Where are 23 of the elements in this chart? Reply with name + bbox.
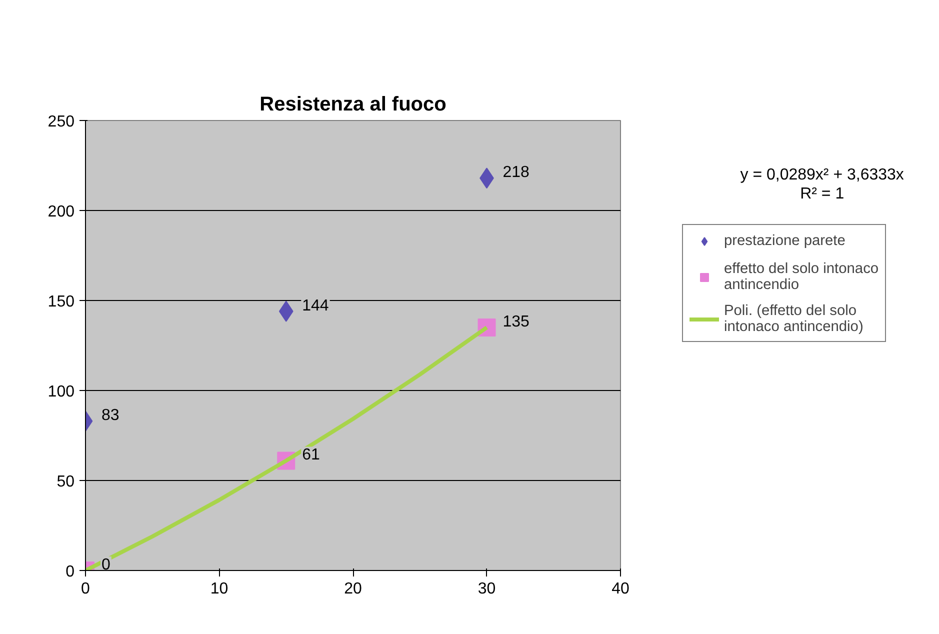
- data-label: 61: [302, 446, 320, 464]
- x-tick-label: 20: [344, 580, 362, 598]
- x-tick-label: 0: [81, 580, 90, 598]
- data-label: 218: [502, 164, 530, 182]
- data-label: 0: [102, 556, 110, 574]
- x-tick-label: 10: [210, 580, 228, 598]
- text: R² = 1: [800, 185, 844, 202]
- legend-label: effetto del solo intonaco antincendio: [724, 261, 879, 293]
- y-tick-label: 50: [56, 474, 75, 490]
- data-label: 83: [102, 407, 120, 424]
- text: y = 0,0289x² + 3,6333x: [740, 166, 904, 184]
- y-tick-label: 200: [48, 204, 75, 220]
- legend-label: prestazione parete: [724, 233, 846, 249]
- chart-title: Resistenza al fuoco: [260, 94, 446, 116]
- data-label: 135: [502, 314, 530, 330]
- x-tick-label: 40: [612, 580, 630, 598]
- y-tick-label: 250: [48, 114, 75, 130]
- x-tick-label: 30: [478, 580, 496, 598]
- legend-label: Poli. (effetto del solo intonaco antincendio): [724, 303, 864, 335]
- y-tick-label: 150: [48, 294, 75, 310]
- y-tick-label: 0: [66, 564, 75, 580]
- y-tick-label: 100: [48, 384, 75, 400]
- data-label: 144: [302, 297, 329, 314]
